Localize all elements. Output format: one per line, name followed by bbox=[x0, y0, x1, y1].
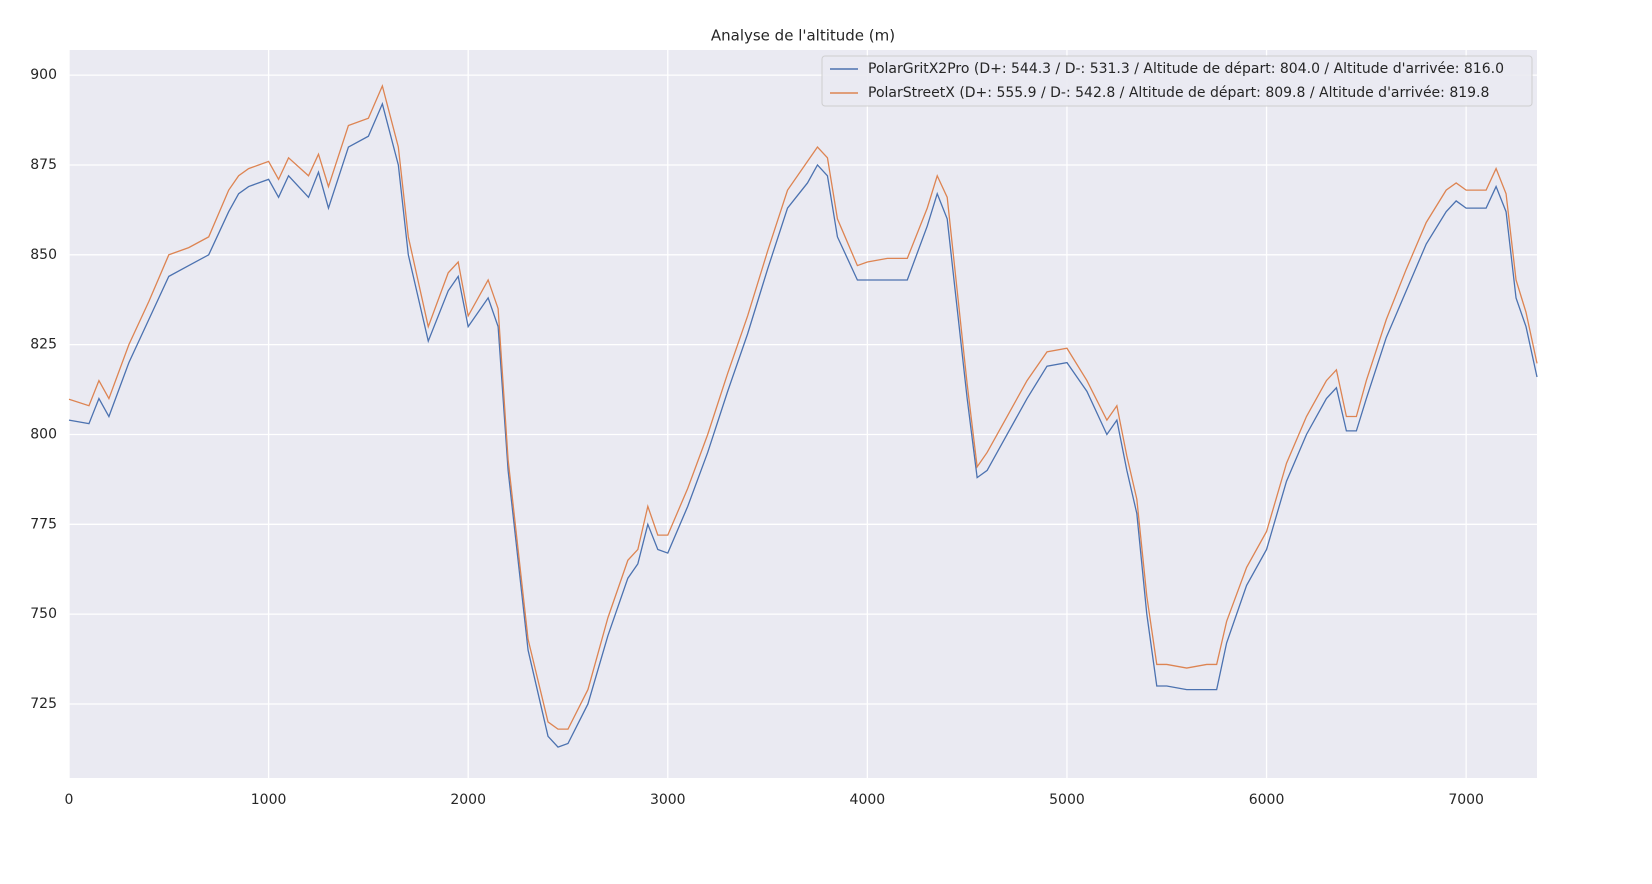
x-tick-label: 6000 bbox=[1249, 792, 1285, 808]
y-tick-label: 725 bbox=[30, 696, 57, 712]
y-tick-label: 900 bbox=[30, 67, 57, 83]
y-tick-label: 800 bbox=[30, 426, 57, 442]
x-tick-label: 2000 bbox=[450, 792, 486, 808]
x-tick-label: 1000 bbox=[251, 792, 287, 808]
y-tick-label: 825 bbox=[30, 337, 57, 353]
legend-label: PolarStreetX (D+: 555.9 / D-: 542.8 / Al… bbox=[868, 85, 1489, 101]
plot-area bbox=[69, 50, 1537, 778]
x-tick-label: 4000 bbox=[850, 792, 886, 808]
y-tick-label: 850 bbox=[30, 247, 57, 263]
legend: PolarGritX2Pro (D+: 544.3 / D-: 531.3 / … bbox=[821, 55, 1533, 107]
x-tick-label: 7000 bbox=[1448, 792, 1484, 808]
legend-label: PolarGritX2Pro (D+: 544.3 / D-: 531.3 / … bbox=[868, 61, 1504, 77]
line bbox=[68, 83, 1538, 730]
chart-title: Analyse de l'altitude (m) bbox=[711, 27, 895, 45]
x-tick-label: 0 bbox=[65, 792, 74, 808]
legend-box bbox=[821, 55, 1533, 107]
x-tick-label: 5000 bbox=[1049, 792, 1085, 808]
y-tick-label: 750 bbox=[30, 606, 57, 622]
y-tick-label: 775 bbox=[30, 516, 57, 532]
y-tick-label: 875 bbox=[30, 157, 57, 173]
x-tick-label: 3000 bbox=[650, 792, 686, 808]
line bbox=[68, 101, 1538, 748]
